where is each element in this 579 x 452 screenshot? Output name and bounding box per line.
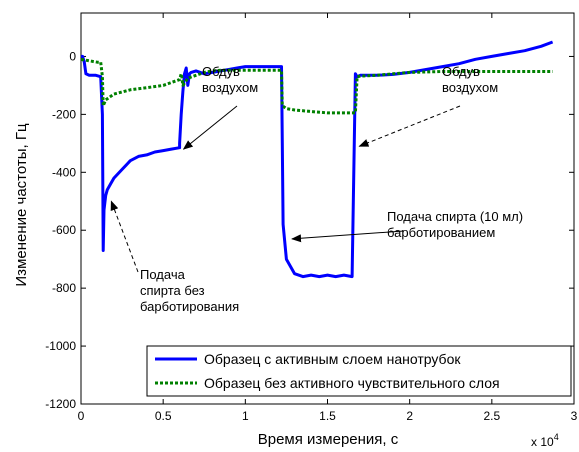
legend: Образец с активным слоем нанотрубок Обра… — [146, 345, 572, 397]
legend-box — [146, 345, 572, 397]
x-tick-label: 1.5 — [319, 409, 336, 423]
y-tick-label: -600 — [52, 223, 76, 237]
annotation-arrow-4 — [110, 200, 139, 273]
y-tick-label: -200 — [52, 107, 76, 121]
annotation-label-4: Подача спирта без барботирования — [140, 267, 239, 314]
y-axis-label: Изменение частоты, Гц — [13, 123, 30, 287]
x-axis-label: Время измерения, с — [258, 431, 399, 448]
series-line-2 — [81, 57, 553, 115]
y-tick-label: 0 — [69, 49, 76, 63]
y-tick-label: -1000 — [45, 339, 76, 353]
x-multiplier-base: x 10 — [531, 435, 554, 449]
x-tick-label: 0.5 — [155, 409, 172, 423]
annotation-label-2: Обдув воздухом — [442, 64, 498, 95]
annotation-arrow-3 — [291, 230, 405, 243]
y-tick-label: -800 — [52, 281, 76, 295]
x-tick-label: 2 — [406, 409, 413, 423]
legend-label-series-2: Образец без активного чувствительного сл… — [204, 375, 500, 391]
y-tick-label: -1200 — [45, 397, 76, 411]
x-tick-label: 3 — [571, 409, 578, 423]
annotation-arrow-1 — [182, 105, 238, 150]
y-tick-label: -400 — [52, 165, 76, 179]
annotation-label-3: Подача спирта (10 мл) барботированием — [387, 209, 523, 240]
x-tick-label: 1 — [242, 409, 249, 423]
x-tick-label: 2.5 — [483, 409, 500, 423]
annotation-label-1: Обдув воздухом — [202, 64, 258, 95]
legend-label-series-1: Образец с активным слоем нанотрубок — [204, 351, 461, 367]
x-multiplier-exponent: 4 — [554, 432, 559, 442]
x-multiplier-label: x 104 — [531, 432, 559, 449]
plot-area-frame — [80, 12, 575, 405]
x-tick-label: 0 — [78, 409, 85, 423]
